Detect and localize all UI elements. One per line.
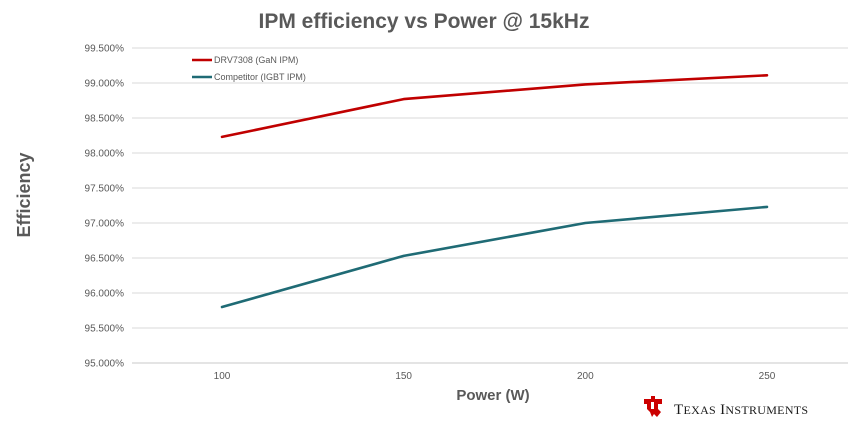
- y-tick-label: 97.500%: [85, 184, 125, 195]
- series-line-1: [220, 205, 769, 309]
- y-tick-label: 98.000%: [85, 149, 125, 160]
- y-axis-ticks: 95.000% 95.500% 96.000% 96.500% 97.000% 97.50…: [85, 44, 125, 370]
- ti-wordmark: TEXAS INSTRUMENTS: [674, 402, 808, 418]
- series-line-0: [220, 74, 769, 139]
- y-tick-label: 97.000%: [85, 219, 125, 230]
- y-tick-label: 99.500%: [85, 44, 125, 55]
- x-tick-label: 250: [759, 371, 776, 382]
- y-tick-label: 99.000%: [85, 79, 125, 90]
- legend: DRV7308 (GaN IPM) Competitor (IGBT IPM): [192, 55, 306, 82]
- chart-title: IPM efficiency vs Power @ 15kHz: [259, 10, 590, 33]
- x-tick-label: 150: [395, 371, 412, 382]
- y-tick-label: 95.500%: [85, 324, 125, 335]
- y-tick-label: 96.500%: [85, 254, 125, 265]
- y-tick-label: 98.500%: [85, 114, 125, 125]
- gridlines: [132, 47, 848, 364]
- y-tick-label: 95.000%: [85, 359, 125, 370]
- y-axis-label: Efficiency: [14, 152, 34, 237]
- x-axis-ticks: 100 150 200 250: [214, 371, 776, 382]
- x-tick-label: 200: [577, 371, 594, 382]
- series-lines: [220, 74, 769, 309]
- x-axis-label: Power (W): [456, 387, 529, 404]
- x-tick-label: 100: [214, 371, 231, 382]
- legend-label: Competitor (IGBT IPM): [214, 72, 306, 82]
- legend-label: DRV7308 (GaN IPM): [214, 55, 298, 65]
- y-tick-label: 96.000%: [85, 289, 125, 300]
- ti-logo-icon: [644, 396, 662, 417]
